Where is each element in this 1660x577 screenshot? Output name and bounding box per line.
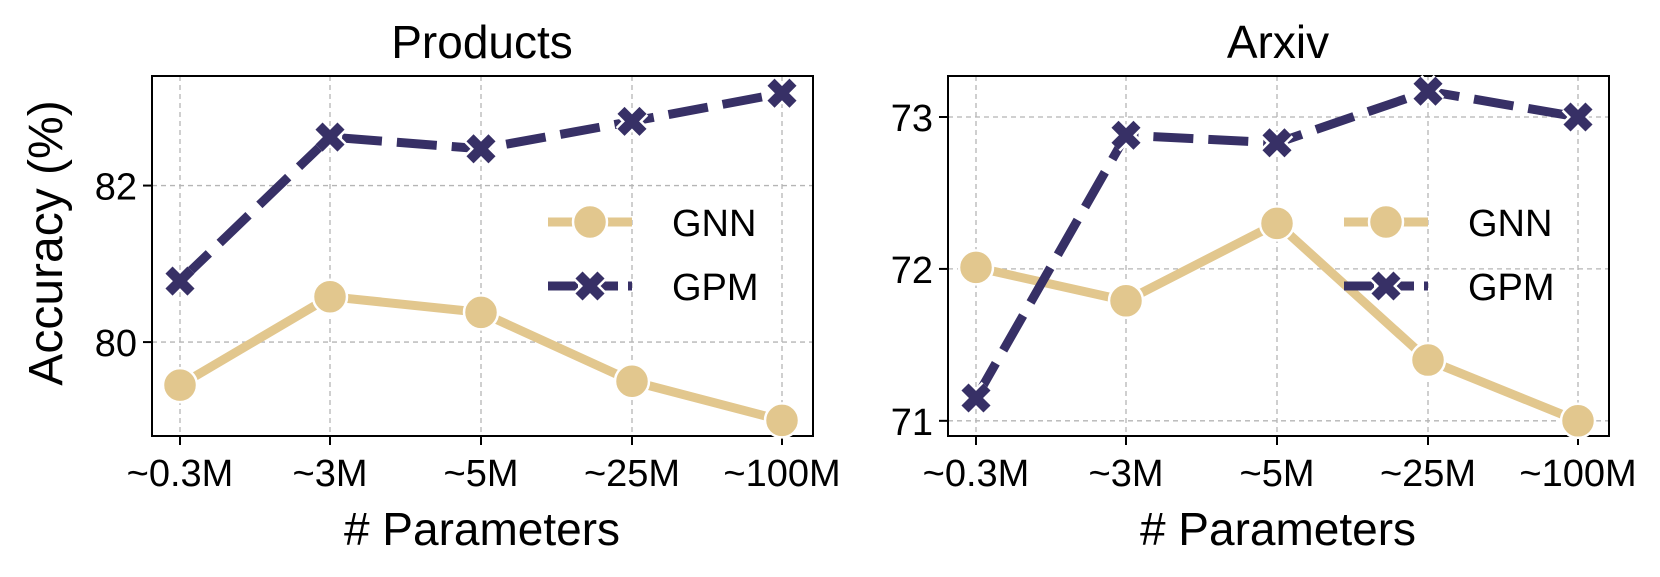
arxiv-panel: Arxiv # Parameters 71 72 73 ~0.3M ~3M ~5M ~25M…	[891, 16, 1637, 555]
arxiv-legend-gpm-marker	[1369, 269, 1403, 303]
products-gnn-point	[462, 294, 500, 331]
arxiv-x-tick-label: ~3M	[1089, 453, 1164, 495]
products-gpm-point	[615, 105, 649, 138]
arxiv-gnn-point	[1409, 341, 1447, 379]
products-x-tick-label: ~3M	[293, 453, 368, 495]
arxiv-x-axis-label: # Parameters	[1140, 503, 1416, 555]
arxiv-gnn-point	[1107, 282, 1145, 320]
arxiv-gpm-point	[1411, 74, 1445, 108]
products-x-tick-label: ~25M	[584, 453, 680, 495]
products-gnn-point	[311, 278, 349, 315]
products-legend-gpm-marker	[573, 269, 607, 303]
products-title: Products	[391, 16, 573, 68]
products-legend-gnn-marker	[571, 203, 609, 241]
products-x-tick-label: ~0.3M	[127, 453, 234, 495]
products-gpm-point	[163, 264, 197, 298]
arxiv-gnn-point	[1258, 205, 1296, 242]
arxiv-legend: GNN GPM	[1344, 203, 1555, 309]
arxiv-gnn-point	[1559, 402, 1597, 440]
products-y-tick-label: 80	[95, 323, 137, 365]
arxiv-legend-gpm-label: GPM	[1468, 267, 1555, 309]
arxiv-x-tick-label: ~5M	[1240, 453, 1315, 495]
products-y-tick-label: 82	[95, 167, 137, 209]
products-gnn-point	[613, 362, 651, 400]
arxiv-x-tick-label: ~0.3M	[923, 453, 1030, 495]
arxiv-x-tick-label: ~100M	[1519, 453, 1636, 495]
products-legend-gnn-label: GNN	[672, 203, 756, 245]
products-plot-frame	[151, 75, 814, 437]
products-legend-gpm-label: GPM	[672, 267, 759, 309]
arxiv-gpm-point	[1260, 126, 1294, 160]
products-gpm-point	[464, 132, 498, 166]
products-gnn-point	[763, 402, 801, 439]
products-x-axis-label: # Parameters	[344, 503, 620, 555]
y-axis-label: Accuracy (%)	[20, 100, 73, 385]
arxiv-x-tick-label: ~25M	[1380, 453, 1476, 495]
products-gnn-point	[161, 366, 199, 404]
arxiv-gpm-point	[1109, 118, 1143, 152]
products-gpm-point	[313, 120, 347, 154]
arxiv-plot-frame	[947, 75, 1610, 437]
products-panel: Products # Parameters 80 82 ~0.3M ~3M ~5M ~25…	[95, 16, 841, 555]
arxiv-legend-gnn-marker	[1367, 203, 1405, 241]
arxiv-legend-gnn-label: GNN	[1468, 203, 1552, 245]
arxiv-gpm-point	[1561, 100, 1595, 134]
arxiv-gpm-point	[959, 381, 993, 415]
arxiv-gnn-point	[957, 249, 995, 286]
arxiv-title: Arxiv	[1227, 16, 1329, 68]
arxiv-y-tick-label: 72	[891, 250, 933, 292]
arxiv-y-tick-label: 73	[891, 98, 933, 140]
products-legend: GNN GPM	[548, 203, 759, 309]
products-gpm-point	[765, 76, 799, 110]
products-x-tick-label: ~100M	[723, 453, 840, 495]
arxiv-y-tick-label: 71	[891, 402, 933, 444]
products-x-tick-label: ~5M	[444, 453, 519, 495]
